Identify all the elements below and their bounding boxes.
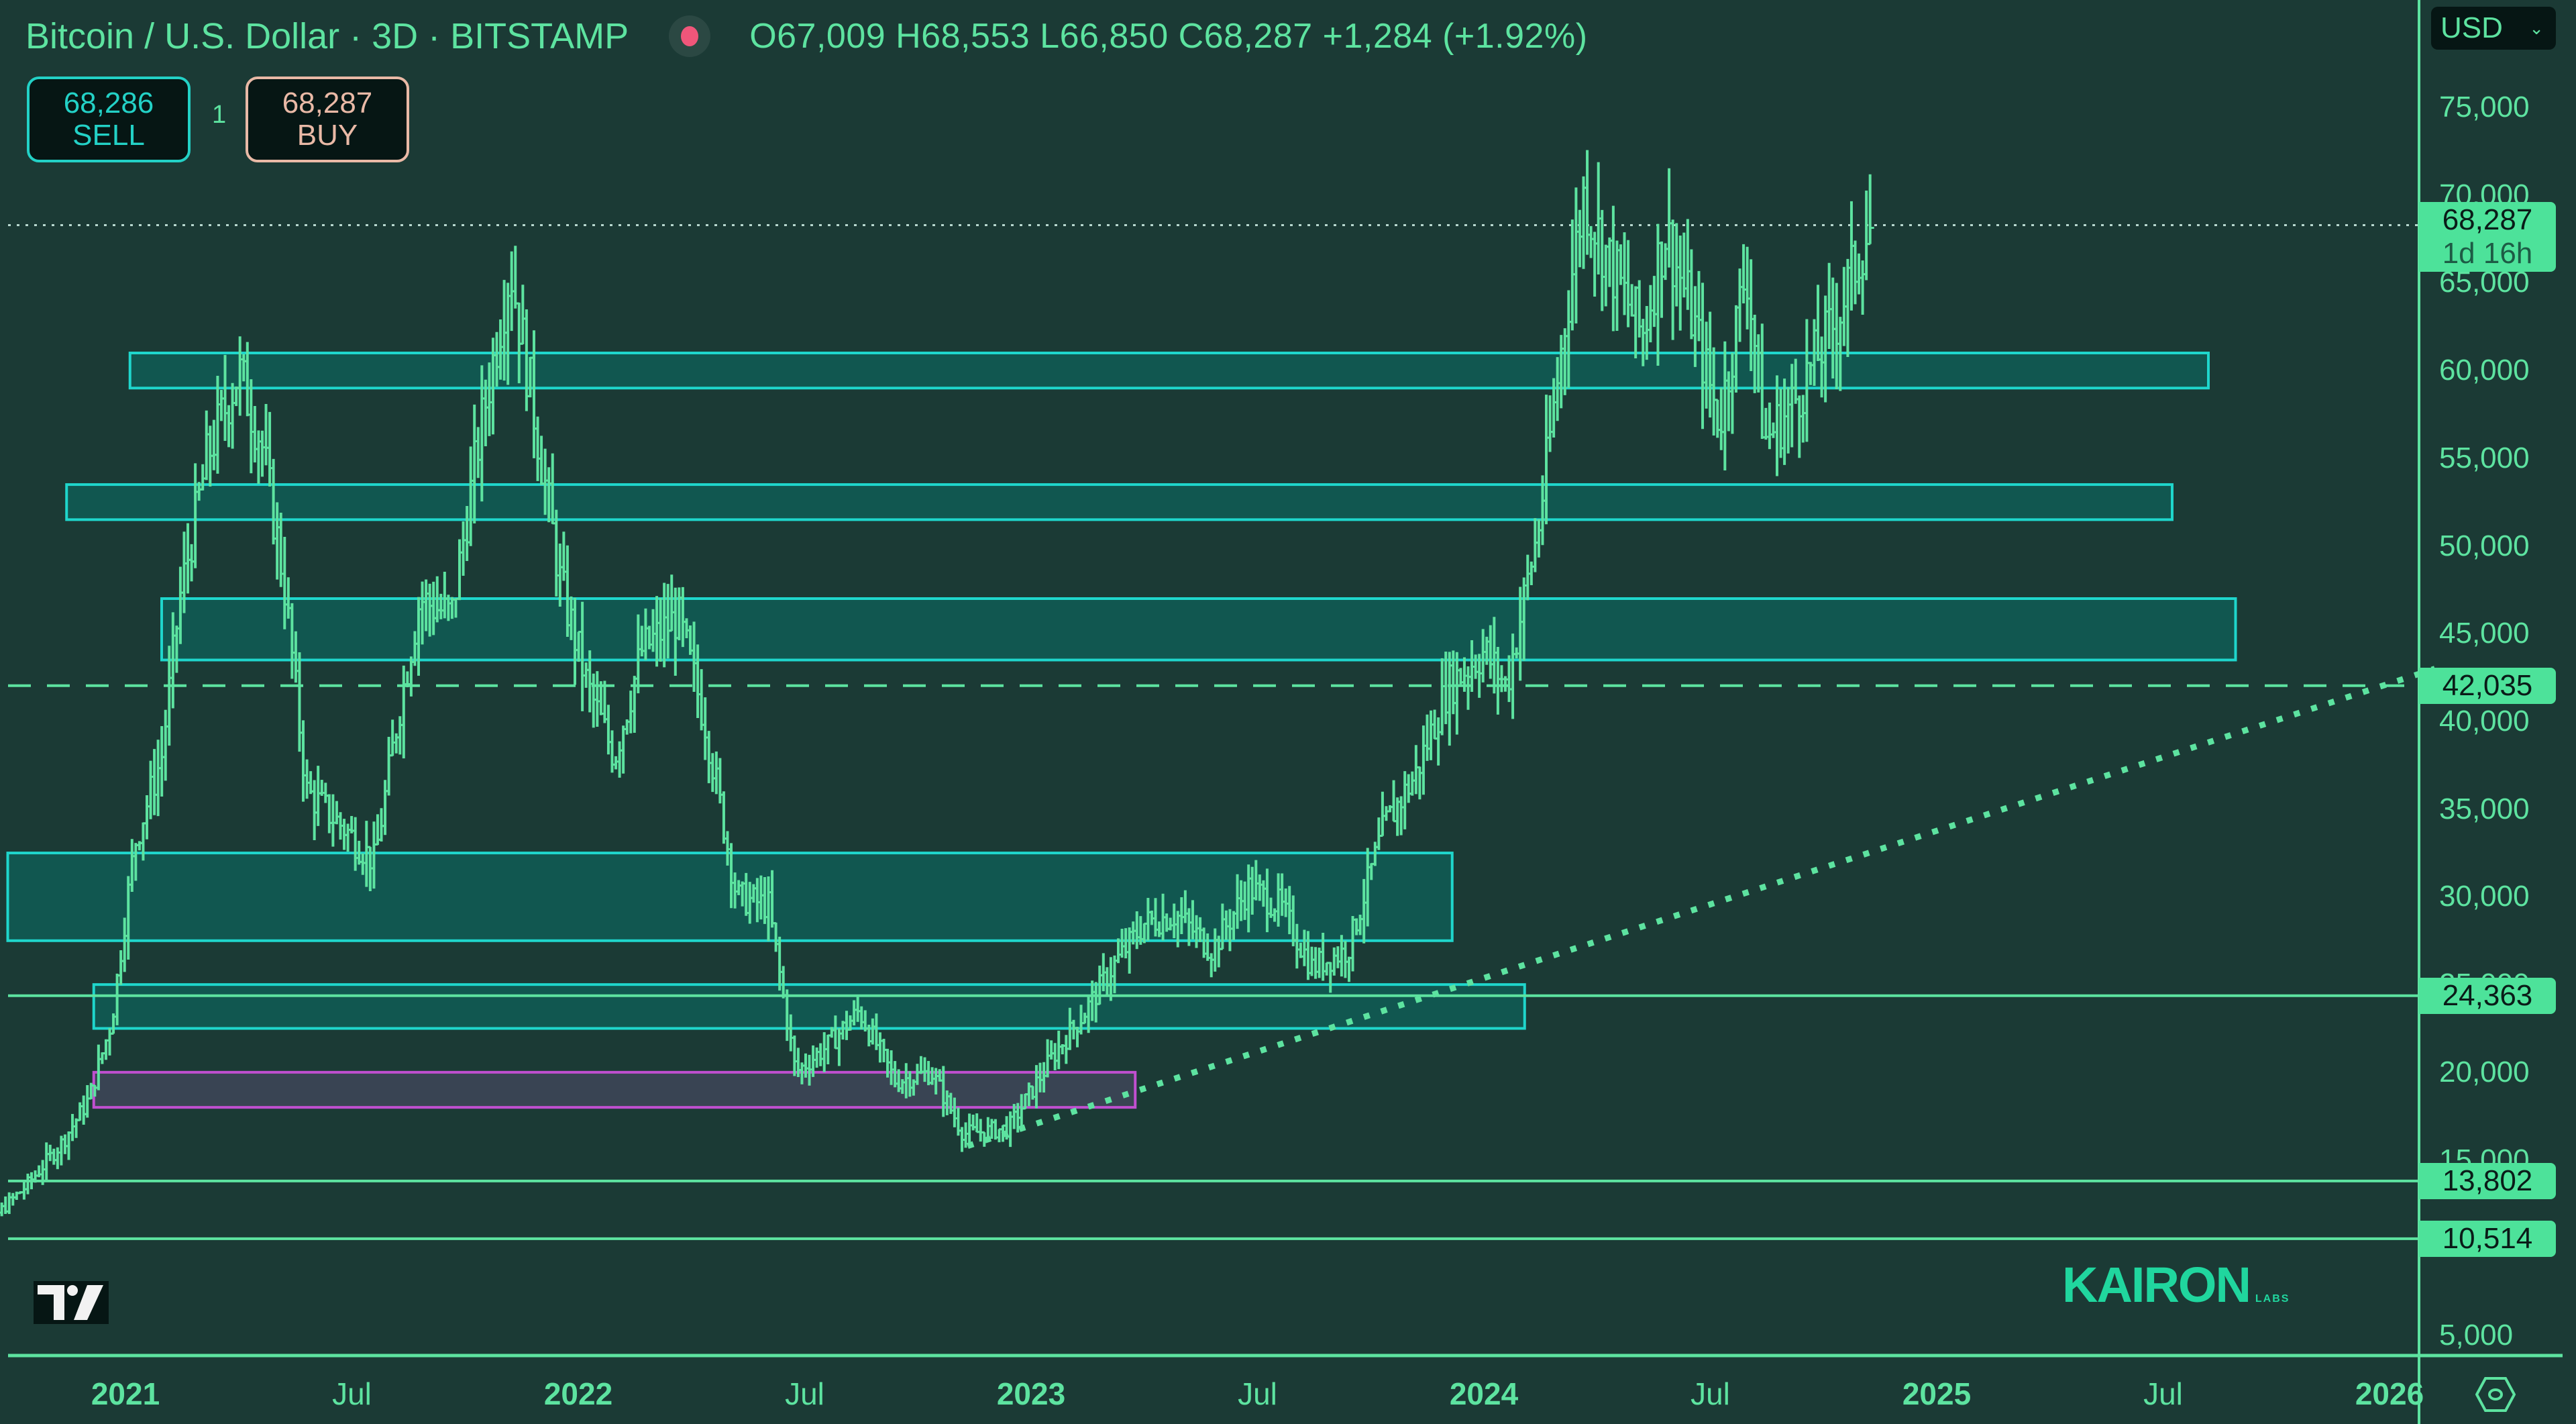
price-tick: 50,000 <box>2439 529 2530 562</box>
buy-button[interactable]: 68,287 BUY <box>246 77 409 162</box>
price-tick: 35,000 <box>2439 792 2530 825</box>
watermark-sub: LABS <box>2255 1293 2290 1305</box>
settings-icon[interactable] <box>2475 1376 2516 1417</box>
price-tick: 40,000 <box>2439 705 2530 738</box>
time-tick: 2026 <box>2355 1376 2424 1411</box>
bar-countdown: 1d 16h <box>2442 237 2533 270</box>
trendline <box>967 666 2436 1149</box>
buy-label: BUY <box>297 119 358 152</box>
time-tick: 2025 <box>1902 1376 1972 1411</box>
symbol-title[interactable]: Bitcoin / U.S. Dollar · 3D · BITSTAMP <box>25 16 629 56</box>
kairon-watermark: KAIRON LABS <box>2062 1256 2290 1313</box>
time-tick: 2021 <box>91 1376 160 1411</box>
price-tick: 5,000 <box>2439 1319 2514 1352</box>
zone-rect <box>128 352 2210 390</box>
price-tick: 30,000 <box>2439 880 2530 913</box>
time-tick: Jul <box>332 1376 372 1411</box>
currency-value: USD <box>2440 11 2503 44</box>
current-price-value: 68,287 <box>2442 203 2533 237</box>
price-tick: 20,000 <box>2439 1055 2530 1088</box>
level-label-42035: 42,035 <box>2419 667 2556 704</box>
time-tick: 2022 <box>543 1376 613 1411</box>
price-tick: 60,000 <box>2439 354 2530 387</box>
zone-rect <box>92 1070 1137 1109</box>
sell-price: 68,286 <box>63 87 154 119</box>
time-tick: 2024 <box>1449 1376 1519 1411</box>
buy-price: 68,287 <box>282 87 373 119</box>
tradingview-logo-icon[interactable] <box>34 1278 114 1329</box>
sell-button[interactable]: 68,286 SELL <box>27 77 191 162</box>
live-indicator-icon <box>669 15 711 57</box>
level-label-24363: 24,363 <box>2419 977 2556 1014</box>
level-label-13802: 13,802 <box>2419 1162 2556 1199</box>
zone-rect <box>160 597 2237 662</box>
price-tick: 55,000 <box>2439 441 2530 474</box>
ohlc-values: O67,009 H68,553 L66,850 C68,287 +1,284 (… <box>749 17 1588 56</box>
chart-header: Bitcoin / U.S. Dollar · 3D · BITSTAMP O6… <box>25 9 1588 63</box>
time-tick: 2023 <box>996 1376 1066 1411</box>
order-quantity[interactable]: 1 <box>212 101 227 129</box>
current-price-label: 68,287 1d 16h <box>2419 202 2556 272</box>
time-tick: Jul <box>785 1376 824 1411</box>
zone-rect <box>65 483 2174 521</box>
chevron-down-icon: ⌄ <box>2529 17 2544 38</box>
time-tick: Jul <box>1690 1376 1730 1411</box>
watermark-brand: KAIRON <box>2062 1257 2251 1313</box>
currency-select[interactable]: USD ⌄ <box>2431 7 2556 50</box>
price-tick: 45,000 <box>2439 617 2530 650</box>
time-tick: Jul <box>2143 1376 2183 1411</box>
time-tick: Jul <box>1238 1376 1277 1411</box>
level-label-10514: 10,514 <box>2419 1220 2556 1257</box>
sell-label: SELL <box>72 119 145 152</box>
zone-rect <box>92 983 1526 1030</box>
price-tick: 75,000 <box>2439 91 2530 123</box>
